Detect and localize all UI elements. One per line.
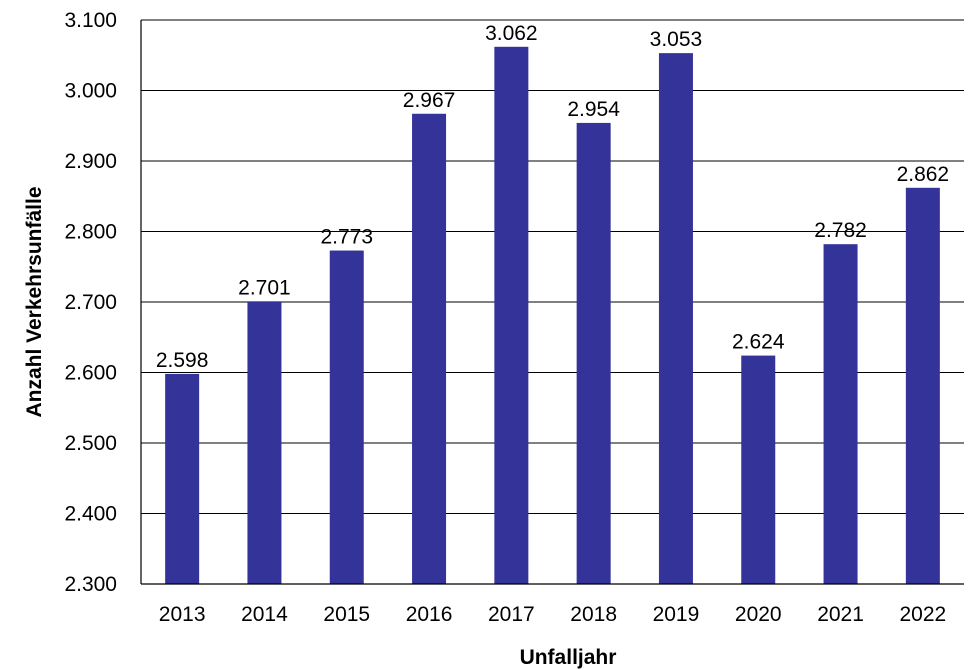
x-tick-label-2018: 2018 [570,603,617,626]
x-tick-label-2017: 2017 [488,603,535,626]
bar-2017 [494,46,529,585]
x-tick-label-2013: 2013 [159,603,206,626]
axes [140,20,964,585]
y-tick-label: 2.600 [64,362,117,385]
x-tick-label-2015: 2015 [323,603,370,626]
x-tick-label-2022: 2022 [899,603,946,626]
bar-2018 [576,122,611,585]
x-tick-label-2019: 2019 [653,603,700,626]
y-tick-label: 2.400 [64,503,117,526]
y-tick-label: 2.500 [64,432,117,455]
bar-2021 [823,244,858,584]
y-tick-label: 2.300 [64,573,117,596]
data-label-2021: 2.782 [814,219,867,242]
bar-2014 [247,301,282,584]
data-label-2020: 2.624 [732,331,785,354]
data-labels: 2.598 2.701 2.773 2.967 3.062 2.954 3.053 2.624… [156,22,949,372]
y-tick-label: 3.000 [64,80,117,103]
data-label-2017: 3.062 [485,22,538,45]
x-tick-label-2021: 2021 [817,603,864,626]
data-label-2015: 2.773 [320,226,373,249]
y-tick-label: 3.100 [64,9,117,32]
bars [165,46,940,585]
bar-2019 [658,53,693,584]
x-tick-label-2020: 2020 [735,603,782,626]
data-label-2022: 2.862 [897,163,950,186]
bar-2020 [741,355,776,584]
x-tick-label-2016: 2016 [406,603,453,626]
data-label-2018: 2.954 [567,98,620,121]
x-tick-label-2014: 2014 [241,603,288,626]
y-tick-label: 2.700 [64,291,117,314]
bar-2016 [412,113,447,584]
data-label-2014: 2.701 [238,276,291,299]
data-label-2013: 2.598 [156,349,209,372]
x-axis-title: Unfalljahr [520,646,617,669]
bar-2022 [905,187,940,585]
y-tick-label: 2.800 [64,221,117,244]
data-label-2016: 2.967 [403,89,456,112]
bar-2015 [329,250,364,584]
y-axis-title: Anzahl Verkehrsunfälle [23,186,46,417]
tick-labels: 2.300 2.400 2.500 2.600 2.700 2.800 2.900 3.000… [64,9,946,626]
data-label-2019: 3.053 [650,28,703,51]
y-tick-label: 2.900 [64,150,117,173]
bar-2013 [165,373,200,584]
